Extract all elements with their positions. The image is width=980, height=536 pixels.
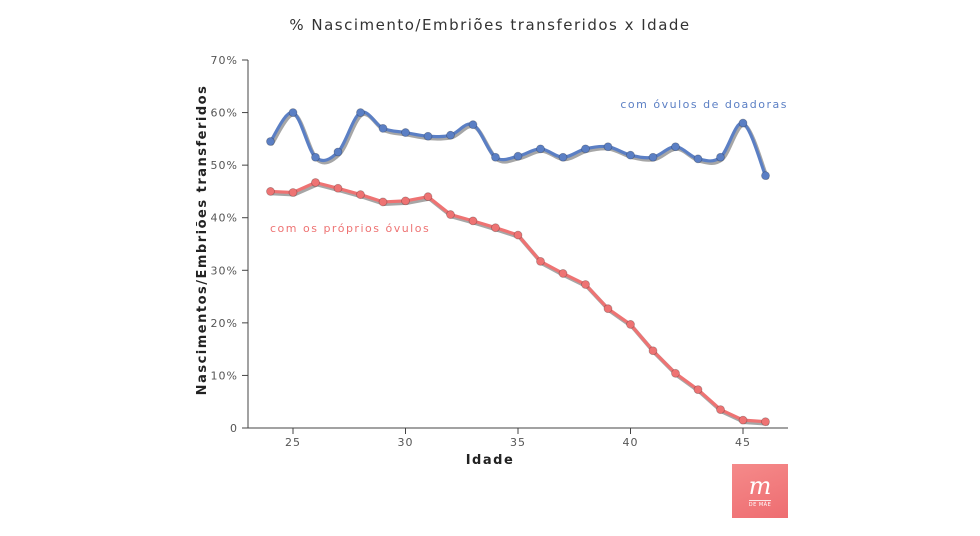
y-tick-label: 30% — [211, 264, 238, 277]
series-line-shadow — [270, 112, 769, 180]
series-point — [288, 108, 298, 117]
series-line — [268, 180, 768, 424]
series-point — [603, 142, 613, 152]
series-point — [738, 118, 748, 128]
series-line — [268, 110, 768, 178]
series-point — [356, 108, 365, 117]
series-point — [468, 216, 478, 226]
series-point — [333, 147, 343, 157]
series-point — [716, 152, 725, 162]
x-axis-label: Idade — [466, 453, 515, 468]
x-tick-label: 30 — [398, 436, 414, 449]
x-tick-label: 45 — [735, 436, 751, 449]
series-line-shadow — [270, 182, 769, 426]
series-point — [648, 152, 658, 162]
y-tick-label: 20% — [211, 317, 238, 330]
x-axis-ticks: 25 30 35 40 45 — [285, 428, 751, 449]
x-tick-label: 35 — [510, 436, 526, 449]
y-tick-label: 40% — [211, 212, 238, 225]
logo-letter: m — [748, 472, 772, 500]
y-axis-ticks: 0 10% 20% 30% 40% 50% 60% 70% — [211, 54, 248, 435]
y-tick-label: 50% — [211, 159, 238, 172]
series-point — [423, 192, 433, 202]
series-point — [536, 256, 545, 266]
chart-axes — [247, 60, 788, 429]
annotation-own-eggs: com os próprios óvulos — [270, 222, 430, 235]
x-tick-label: 25 — [285, 436, 301, 449]
series-point — [423, 131, 433, 141]
series-point — [333, 183, 343, 193]
series-point — [671, 142, 680, 152]
series-point — [266, 187, 275, 196]
series-point — [311, 152, 320, 162]
series-point — [491, 223, 500, 233]
y-tick-label: 0 — [230, 422, 238, 435]
series-point — [288, 188, 298, 197]
brand-logo: m DE MÃE — [732, 464, 788, 518]
series-point — [446, 210, 455, 219]
series-point — [311, 178, 320, 187]
series-point — [581, 144, 590, 154]
series-point — [468, 120, 478, 130]
series-point — [761, 171, 770, 181]
series-point — [558, 152, 568, 162]
series-point — [761, 417, 770, 427]
series-point — [671, 368, 680, 378]
chart-title: % Nascimento/Embriões transferidos x Ida… — [289, 16, 690, 34]
y-axis-label: Nascimentos/Embriões transferidos — [195, 85, 210, 396]
logo-tagline: DE MÃE — [748, 500, 772, 508]
y-tick-label: 10% — [211, 369, 238, 382]
series-point — [401, 196, 410, 206]
series-point — [513, 230, 523, 240]
series-point — [603, 304, 613, 314]
series-point — [693, 385, 703, 395]
series-point — [446, 130, 455, 140]
series-point — [581, 280, 590, 289]
x-tick-label: 40 — [623, 436, 639, 449]
series-point — [693, 154, 703, 164]
series-point — [513, 151, 523, 161]
series-layer — [266, 108, 770, 427]
series-point — [626, 150, 635, 160]
series-point — [738, 415, 748, 425]
series-point — [716, 405, 725, 415]
y-tick-label: 70% — [211, 54, 238, 67]
series-point — [378, 197, 388, 207]
series-0 — [266, 108, 770, 181]
series-point — [648, 346, 658, 356]
series-point — [536, 144, 545, 154]
series-point — [356, 190, 365, 199]
series-point — [378, 123, 388, 133]
y-tick-label: 60% — [211, 107, 238, 120]
series-point — [401, 128, 410, 137]
series-point — [558, 269, 568, 278]
series-point — [491, 152, 500, 162]
series-point — [266, 137, 275, 146]
series-point — [626, 320, 635, 329]
annotation-donor-eggs: com óvulos de doadoras — [620, 98, 788, 111]
series-1 — [266, 178, 770, 427]
